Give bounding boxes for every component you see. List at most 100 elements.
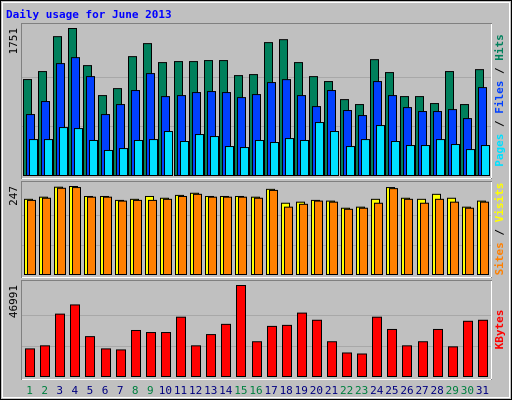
bar — [103, 196, 112, 275]
x-tick-label: 26 — [400, 384, 413, 397]
bar — [149, 139, 158, 176]
bar — [163, 198, 172, 275]
x-tick-label: 5 — [87, 384, 94, 397]
bar — [327, 341, 337, 378]
bar — [119, 148, 128, 176]
bar — [404, 198, 413, 275]
x-tick-label: 14 — [219, 384, 233, 397]
legend-entry: Visits — [493, 183, 506, 223]
bar — [284, 206, 293, 275]
bar — [42, 197, 51, 275]
bar — [267, 325, 277, 377]
bar — [420, 202, 429, 275]
x-tick-label: 30 — [461, 384, 474, 397]
bar — [118, 200, 127, 275]
bar — [116, 349, 126, 377]
bar — [342, 352, 352, 377]
bar — [101, 348, 111, 377]
x-tick-label: 12 — [189, 384, 202, 397]
legend-entry: Sites — [493, 242, 506, 275]
x-tick-label: 7 — [117, 384, 124, 397]
bar — [70, 304, 80, 377]
bar — [436, 139, 445, 176]
bar — [146, 332, 156, 378]
bar — [104, 149, 113, 177]
bar — [133, 199, 142, 275]
bar — [134, 139, 143, 176]
legend: Sites / Visits — [493, 183, 506, 276]
bar — [206, 334, 216, 377]
x-tick-label: 6 — [102, 384, 109, 397]
bar — [450, 201, 459, 275]
y-tick-label: 1751 — [7, 28, 20, 55]
x-tick-label: 25 — [385, 384, 398, 397]
bar — [269, 189, 278, 275]
bar — [418, 341, 428, 378]
bar — [131, 329, 141, 378]
bar — [25, 348, 35, 377]
bar — [314, 200, 323, 275]
bar — [465, 207, 474, 275]
bar — [344, 208, 353, 275]
x-tick-label: 8 — [132, 384, 139, 397]
bar — [225, 146, 234, 176]
x-tick-label: 29 — [446, 384, 459, 397]
bar — [240, 147, 249, 176]
bar — [389, 188, 398, 275]
bar — [148, 199, 157, 275]
legend-separator: / — [493, 222, 506, 242]
bar — [161, 332, 171, 378]
bar — [57, 187, 66, 275]
legend-entry: KBytes — [493, 310, 506, 350]
legend-entry: Hits — [493, 34, 506, 61]
x-tick-label: 15 — [234, 384, 247, 397]
x-tick-label: 16 — [249, 384, 262, 397]
legend-separator: / — [493, 114, 506, 134]
bar — [238, 196, 247, 275]
bar — [463, 320, 473, 377]
bar — [421, 145, 430, 177]
bar — [391, 140, 400, 177]
bar — [55, 313, 65, 378]
bar — [433, 328, 443, 378]
bar — [176, 316, 186, 378]
bar — [29, 139, 38, 176]
legend: Pages / Files / Hits — [493, 34, 506, 167]
bar — [315, 122, 324, 176]
y-tick-label: 46991 — [7, 285, 20, 318]
bar — [312, 319, 322, 377]
bar — [435, 198, 444, 275]
bar — [74, 128, 83, 176]
x-tick-label: 11 — [174, 384, 187, 397]
bar — [297, 312, 307, 378]
x-tick-label: 4 — [72, 384, 79, 397]
bar — [480, 201, 489, 275]
bar — [330, 131, 339, 177]
bar — [89, 139, 98, 176]
bar — [282, 324, 292, 377]
chart-title: Daily usage for June 2013 — [6, 8, 172, 21]
bar — [178, 195, 187, 275]
bar — [406, 145, 415, 177]
bar — [448, 346, 458, 378]
bar — [221, 323, 231, 377]
bar — [210, 136, 219, 177]
bar — [285, 138, 294, 177]
bar — [270, 142, 279, 176]
legend-entry: Pages — [493, 134, 506, 167]
bar — [361, 139, 370, 176]
x-tick-label: 19 — [295, 384, 308, 397]
bar — [451, 144, 460, 176]
legend-separator: / — [493, 61, 506, 81]
bar — [255, 139, 264, 176]
bar — [85, 336, 95, 377]
x-tick-label: 9 — [147, 384, 154, 397]
bar — [329, 201, 338, 275]
bar — [481, 145, 490, 177]
x-tick-label: 13 — [204, 384, 217, 397]
bar — [180, 140, 189, 177]
x-tick-label: 21 — [325, 384, 338, 397]
x-tick-label: 3 — [56, 384, 63, 397]
x-tick-label: 1 — [26, 384, 33, 397]
